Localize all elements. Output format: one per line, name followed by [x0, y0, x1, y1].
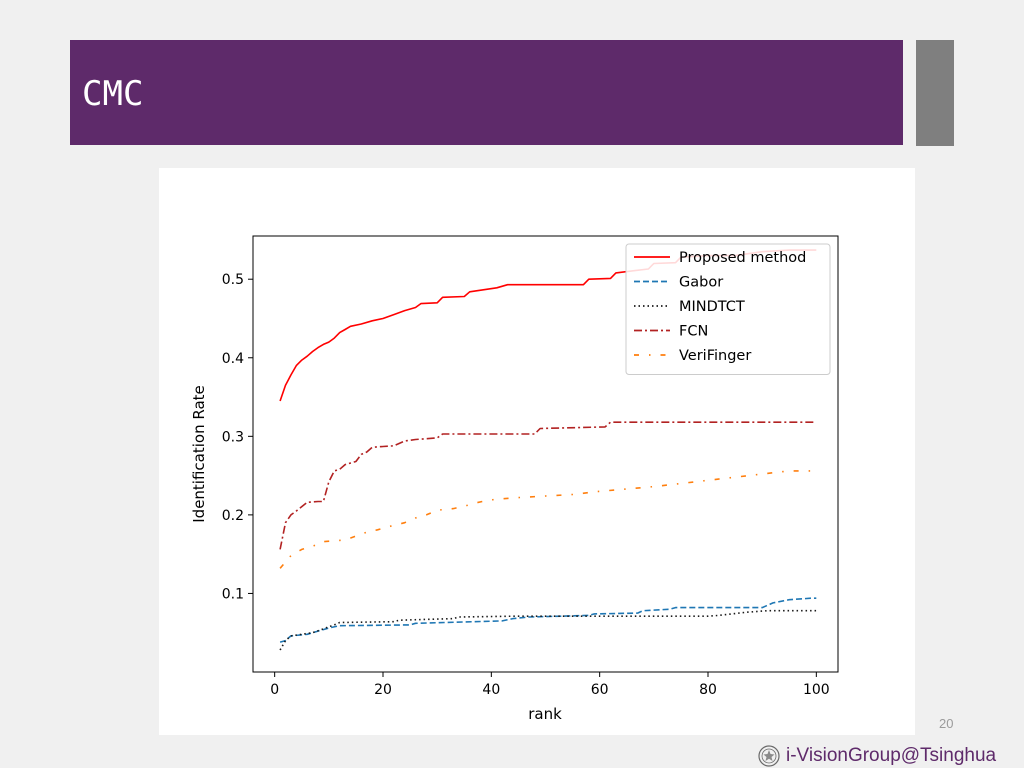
cmc-chart: 0 20 40 60 80 100 0.1 0.2 0.3 0.4 0.5 rank Identif… — [190, 235, 839, 723]
tsinghua-emblem-icon — [758, 745, 780, 767]
legend-box — [625, 243, 831, 375]
title-bar: CMC — [70, 40, 903, 145]
y-tick-label: 0.5 — [222, 272, 244, 288]
x-tick-label: 80 — [699, 682, 717, 698]
footer-text: i-VisionGroup@Tsinghua — [786, 745, 997, 766]
legend-label: FCN — [679, 324, 708, 340]
legend-label: MINDTCT — [679, 299, 745, 315]
side-accent-block — [916, 40, 954, 146]
y-tick-label: 0.1 — [222, 586, 244, 602]
x-tick-label: 0 — [270, 682, 279, 698]
legend-label: Gabor — [679, 275, 723, 291]
slide-title: CMC — [82, 74, 144, 114]
series-line-fcn — [279, 421, 817, 550]
y-axis-label: Identification Rate — [190, 385, 208, 523]
legend-label: VeriFinger — [679, 348, 751, 364]
x-axis-label: rank — [528, 705, 562, 723]
x-tick-label: 20 — [374, 682, 392, 698]
page-number: 20 — [939, 716, 954, 731]
footer: i-VisionGroup@Tsinghua — [758, 745, 996, 767]
figure-panel: 0 20 40 60 80 100 0.1 0.2 0.3 0.4 0.5 rank Identif… — [159, 168, 915, 735]
y-tick-label: 0.4 — [222, 351, 244, 367]
legend-label: Proposed method — [679, 250, 806, 266]
y-tick-label: 0.2 — [222, 508, 244, 524]
x-tick-label: 100 — [803, 682, 830, 698]
x-tick-label: 40 — [482, 682, 500, 698]
y-tick-label: 0.3 — [222, 429, 244, 445]
plot-frame — [252, 235, 839, 673]
series-line-verifinger — [279, 470, 817, 569]
x-tick-label: 60 — [591, 682, 609, 698]
